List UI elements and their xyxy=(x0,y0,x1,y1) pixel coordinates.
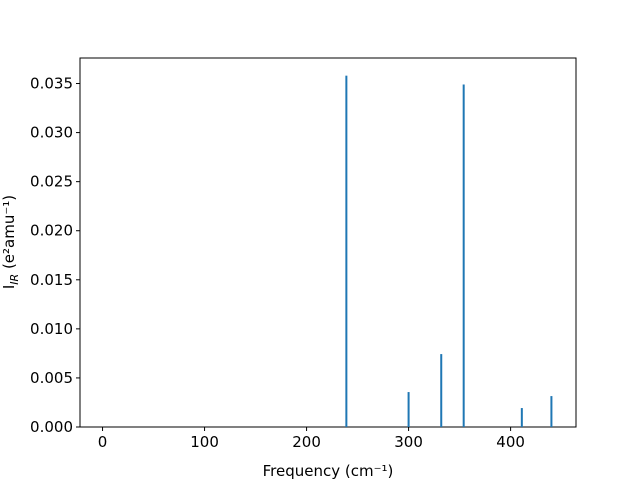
axes-frame xyxy=(79,57,577,428)
y-tick-label: 0.015 xyxy=(30,271,73,289)
x-tick-label: 400 xyxy=(496,433,525,451)
x-tick-label: 300 xyxy=(394,433,423,451)
bar xyxy=(407,392,410,427)
y-tick-label: 0.035 xyxy=(30,75,73,93)
bar xyxy=(520,408,523,427)
y-tick-label: 0.010 xyxy=(30,320,73,338)
y-tick-label: 0.005 xyxy=(30,369,73,387)
y-axis-label: IIR (e²amu⁻¹) xyxy=(0,195,21,289)
y-label-sub: IR xyxy=(8,274,21,285)
x-tick-label: 100 xyxy=(190,433,219,451)
bar xyxy=(345,75,348,428)
y-tick-label: 0.000 xyxy=(30,418,73,436)
y-label-main: I xyxy=(0,285,18,289)
bar xyxy=(550,396,553,427)
bar xyxy=(440,354,443,427)
y-tick-label: 0.020 xyxy=(30,222,73,240)
y-tick-label: 0.030 xyxy=(30,124,73,142)
y-label-rest: (e²amu⁻¹) xyxy=(0,195,18,274)
x-tick-label: 200 xyxy=(292,433,321,451)
x-tick-label: 0 xyxy=(98,433,108,451)
y-tick-label: 0.025 xyxy=(30,173,73,191)
bar xyxy=(462,84,465,427)
x-axis-label: Frequency (cm⁻¹) xyxy=(263,462,394,480)
